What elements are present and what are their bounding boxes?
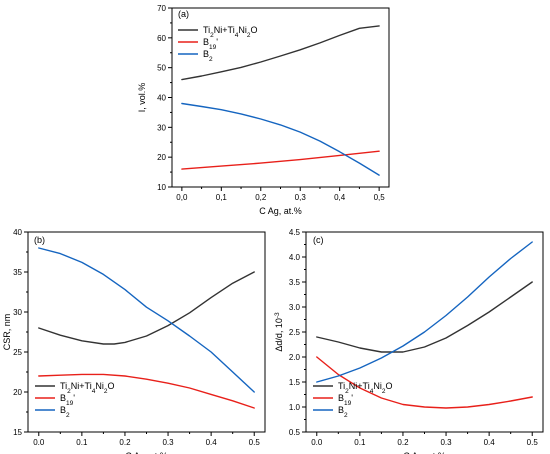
series-line-0: [38, 271, 255, 345]
legend-label: B19': [203, 37, 218, 51]
series-line-1: [316, 356, 533, 409]
y-axis-label: CSR, nm: [2, 314, 12, 351]
y-tick-label: 40: [157, 94, 166, 103]
legend-label: Ti2Ni+Ti4Ni2O: [338, 381, 392, 395]
series-line-1: [38, 373, 255, 409]
legend-label: B19': [60, 393, 75, 407]
panel-label: (b): [34, 235, 45, 245]
legend-label: B2: [338, 405, 348, 419]
x-tick-label: 0.3: [440, 438, 452, 447]
legend-label: B19': [338, 393, 353, 407]
y-tick-label: 20: [13, 388, 22, 397]
x-tick-label: 0.2: [397, 438, 409, 447]
legend-label: Ti2Ni+Ti4Ni2O: [203, 25, 257, 39]
series-line-0: [181, 25, 380, 81]
x-tick-label: 0.5: [249, 438, 261, 447]
chart-panel-2: 0.0 0.1 0.2 0.3 0.4 0.5 0.5 1.0 1.5 2.0 2.5 3.0 3.5 4…: [274, 228, 544, 454]
y-tick-label: 40: [13, 228, 22, 237]
x-tick-label: 0.4: [484, 438, 496, 447]
x-axis-label: C Ag, at.%: [125, 451, 168, 454]
y-tick-label: 50: [157, 64, 166, 73]
y-tick-label: 2.5: [289, 328, 301, 337]
x-tick-label: 0,0: [176, 193, 188, 202]
series-line-1: [181, 150, 380, 170]
legend-label: Ti2Ni+Ti4Ni2O: [60, 381, 114, 395]
y-tick-label: 3.5: [289, 278, 301, 287]
y-axis-label: Δd/d, 10-3: [274, 312, 285, 352]
y-tick-label: 35: [13, 268, 22, 277]
x-tick-label: 0.1: [76, 438, 88, 447]
series-line-2: [38, 247, 255, 393]
x-tick-label: 0.3: [162, 438, 174, 447]
y-tick-label: 4.0: [289, 253, 301, 262]
x-tick-label: 0.0: [33, 438, 45, 447]
legend-label: B2: [60, 405, 70, 419]
x-tick-label: 0,4: [334, 193, 346, 202]
x-tick-label: 0,1: [216, 193, 228, 202]
x-tick-label: 0,5: [374, 193, 386, 202]
y-tick-label: 3.0: [289, 303, 301, 312]
x-axis-label: C Ag, at.%: [403, 451, 446, 454]
y-tick-label: 30: [157, 123, 166, 132]
y-tick-label: 1.0: [289, 403, 301, 412]
y-axis-label: I, vol.%: [137, 83, 147, 113]
y-tick-label: 2.0: [289, 353, 301, 362]
x-tick-label: 0,2: [255, 193, 267, 202]
series-line-0: [316, 281, 533, 353]
y-tick-label: 25: [13, 348, 22, 357]
chart-panel-1: 0.0 0.1 0.2 0.3 0.4 0.5 15 20 25 30 35 40 C Ag, at.%…: [2, 228, 266, 454]
x-tick-label: 0.0: [311, 438, 323, 447]
legend-label: B2: [203, 49, 213, 63]
y-tick-label: 0.5: [289, 428, 301, 437]
panel-label: (c): [313, 235, 324, 245]
x-tick-label: 0,3: [295, 193, 307, 202]
series-line-2: [316, 241, 533, 383]
panel-label: (a): [178, 9, 189, 19]
y-tick-label: 15: [13, 428, 22, 437]
y-tick-label: 30: [13, 308, 22, 317]
y-tick-label: 20: [157, 153, 166, 162]
y-tick-label: 1.5: [289, 378, 301, 387]
y-tick-label: 10: [157, 183, 166, 192]
x-axis-label: C Ag, at.%: [259, 206, 302, 216]
x-tick-label: 0.5: [527, 438, 539, 447]
y-tick-label: 60: [157, 34, 166, 43]
chart-panel-0: 0,0 0,1 0,2 0,3 0,4 0,5 10 20 30 40 50 60 70 C Ag, at…: [137, 4, 390, 216]
x-tick-label: 0.2: [119, 438, 131, 447]
x-tick-label: 0.4: [206, 438, 218, 447]
series-line-2: [181, 102, 380, 176]
y-tick-label: 70: [157, 4, 166, 13]
y-tick-label: 4.5: [289, 228, 301, 237]
x-tick-label: 0.1: [354, 438, 366, 447]
